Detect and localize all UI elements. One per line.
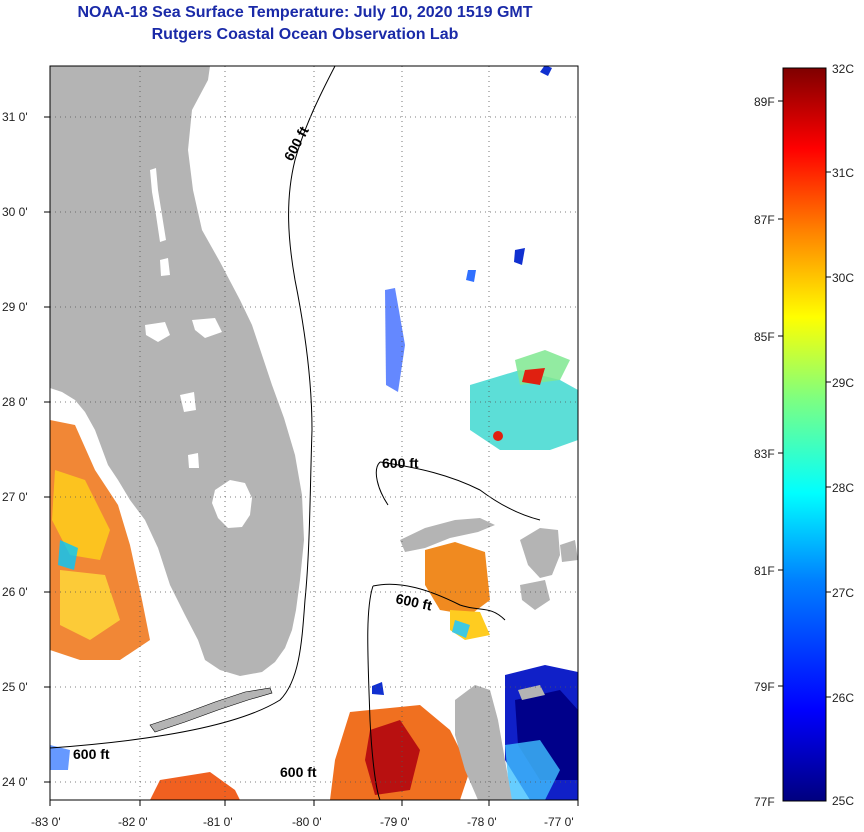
map-title: NOAA-18 Sea Surface Temperature: July 10… bbox=[77, 4, 533, 21]
contour-label-grand-bahama: 600 ft bbox=[382, 455, 419, 471]
contour-label-keys: 600 ft bbox=[73, 746, 110, 762]
colorbar-celsius-label: 28C bbox=[832, 481, 854, 495]
colorbar-celsius-label: 29C bbox=[832, 376, 854, 390]
map-grid bbox=[50, 66, 578, 800]
contour-label-straits: 600 ft bbox=[280, 764, 317, 780]
colorbar-fahrenheit-label: 81F bbox=[754, 564, 775, 578]
lon-tick-label: -82 0' bbox=[118, 815, 148, 829]
lat-tick-label: 29 0' bbox=[2, 300, 28, 314]
lat-tick-label: 25 0' bbox=[2, 680, 28, 694]
colorbar-celsius-label: 32C bbox=[832, 62, 854, 76]
lat-tick-label: 24 0' bbox=[2, 775, 28, 789]
colorbar-fahrenheit-label: 89F bbox=[754, 95, 775, 109]
lat-tick-label: 27 0' bbox=[2, 490, 28, 504]
colorbar-celsius-label: 26C bbox=[832, 691, 854, 705]
grand-bahama bbox=[400, 518, 495, 552]
lon-tick-label: -81 0' bbox=[203, 815, 233, 829]
colorbar-fahrenheit-label: 77F bbox=[754, 795, 775, 809]
colorbar-fahrenheit-label: 87F bbox=[754, 213, 775, 227]
colorbar-fahrenheit-label: 83F bbox=[754, 447, 775, 461]
colorbar-celsius-label: 27C bbox=[832, 586, 854, 600]
lon-tick-label: -79 0' bbox=[380, 815, 410, 829]
colorbar-fahrenheit-label: 85F bbox=[754, 330, 775, 344]
contour-label-bahamas-bank: 600 ft bbox=[394, 590, 433, 613]
colorbar-celsius-label: 30C bbox=[832, 271, 854, 285]
isobath-600ft bbox=[50, 66, 541, 800]
lat-tick-label: 31 0' bbox=[2, 110, 28, 124]
lat-tick-label: 26 0' bbox=[2, 585, 28, 599]
map-subtitle: Rutgers Coastal Ocean Observation Lab bbox=[151, 26, 459, 43]
lon-tick-label: -78 0' bbox=[467, 815, 497, 829]
lat-tick-label: 30 0' bbox=[2, 205, 28, 219]
temperature-colorbar: 32C 31C 30C 29C 28C 27C 26C 25C 89F 87F … bbox=[754, 62, 854, 809]
lon-tick-label: -77 0' bbox=[544, 815, 574, 829]
colorbar-celsius-label: 25C bbox=[832, 794, 854, 808]
colorbar-fahrenheit-label: 79F bbox=[754, 680, 775, 694]
andros-island bbox=[455, 685, 512, 800]
lake-okeechobee bbox=[212, 480, 252, 528]
colorbar-celsius-label: 31C bbox=[832, 166, 854, 180]
lat-tick-label: 28 0' bbox=[2, 395, 28, 409]
lon-tick-label: -83 0' bbox=[31, 815, 61, 829]
abaco-island bbox=[520, 528, 560, 578]
lon-tick-label: -80 0' bbox=[292, 815, 322, 829]
